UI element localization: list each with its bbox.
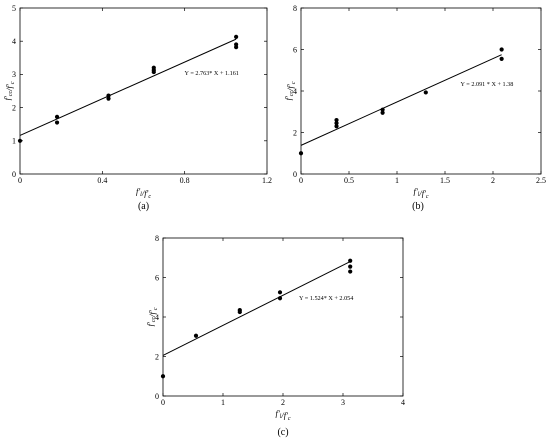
data-point (499, 56, 504, 61)
x-tick-label: 0 (161, 398, 165, 407)
y-tick-label: 6 (293, 45, 297, 54)
plot-frame (162, 237, 404, 397)
x-tick-label: 1.2 (262, 176, 272, 185)
panel-label: (b) (412, 201, 424, 212)
y-tick-label: 8 (293, 4, 297, 13)
data-point (54, 120, 60, 125)
data-point (106, 96, 111, 101)
data-point (54, 114, 60, 119)
x-tick-label: 0 (18, 176, 22, 185)
panel-c: 0 1 2 3 4 0 2 4 6 8 Y = 1.524* X + 2.054 f'l/f'c f'c… (145, 234, 405, 438)
y-tick-label: 6 (155, 273, 159, 282)
x-tick-label: 0.5 (344, 176, 354, 185)
data-point (298, 151, 304, 156)
x-axis-label: f'l/f'c (413, 186, 428, 200)
data-point (380, 107, 385, 112)
panel-a: 0 0.4 0.8 1.2 0 1 2 3 4 5 Y = 2.763* X + 1.161 f'l/… (2, 4, 272, 212)
x-tick-label: 0.8 (180, 176, 190, 185)
data-point (237, 307, 242, 313)
x-axis-label: f'l/f'c (275, 408, 290, 422)
panel-b: 0 0.5 1 1.5 2 2.5 0 2 4 6 8 Y = 2.091 * X + 1.38 f'l… (283, 4, 546, 212)
y-tick-label: 0 (293, 170, 297, 179)
data-point (106, 93, 111, 98)
x-tick-label: 1.5 (440, 176, 450, 185)
panel-label: (c) (277, 427, 288, 438)
data-point (234, 34, 239, 39)
y-axis-label: f'cc/f'c (2, 81, 16, 100)
x-tick-label: 3 (341, 398, 345, 407)
data-point (17, 138, 23, 143)
y-axis-label: f'cc/f'c (283, 81, 297, 100)
y-tick-label: 4 (155, 313, 159, 322)
x-tick-label: 4 (401, 398, 405, 407)
data-point (380, 110, 385, 115)
x-tick-label: 2 (491, 176, 495, 185)
fit-equation: Y = 2.763* X + 1.161 (185, 70, 239, 77)
y-axis-label: f'cc/f'c (145, 307, 159, 326)
data-point (160, 374, 166, 379)
x-tick-label: 1 (221, 398, 225, 407)
data-point (234, 42, 239, 47)
y-tick-label: 8 (155, 234, 159, 243)
data-point (334, 124, 339, 129)
x-tick-label: 1 (395, 176, 399, 185)
data-point (348, 258, 353, 263)
data-point (348, 264, 353, 269)
x-tick-label: 0 (299, 176, 303, 185)
y-tick-label: 5 (12, 4, 16, 13)
y-tick-label: 0 (12, 170, 16, 179)
y-tick-label: 0 (155, 392, 159, 401)
x-axis-label: f'l/f'c (136, 186, 151, 200)
y-tick-label: 2 (155, 352, 159, 361)
data-point (423, 90, 428, 95)
fit-equation: Y = 2.091 * X + 1.38 (461, 81, 514, 88)
fit-line (162, 261, 351, 356)
fit-equation: Y = 1.524* X + 2.054 (299, 295, 353, 302)
x-tick-label: 0.4 (97, 176, 107, 185)
y-tick-label: 2 (12, 103, 16, 112)
data-point (334, 117, 339, 123)
data-point (348, 269, 353, 274)
fit-line (300, 54, 502, 146)
data-point (193, 333, 199, 338)
data-point (499, 47, 504, 52)
y-tick-label: 1 (12, 137, 16, 146)
y-tick-label: 4 (293, 87, 297, 96)
data-point (277, 296, 283, 301)
y-tick-label: 2 (293, 128, 297, 137)
plot-frame (19, 7, 268, 175)
x-tick-label: 2.5 (536, 176, 546, 185)
data-point (334, 121, 339, 126)
panel-label: (a) (138, 201, 149, 212)
x-tick-label: 2 (281, 398, 285, 407)
y-tick-label: 4 (12, 37, 16, 46)
data-point (277, 290, 283, 295)
y-tick-label: 3 (12, 70, 16, 79)
data-point (151, 65, 156, 70)
fit-line (19, 38, 237, 136)
